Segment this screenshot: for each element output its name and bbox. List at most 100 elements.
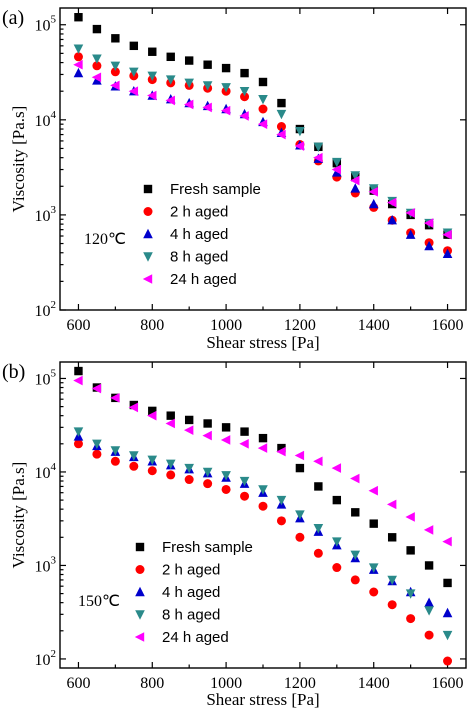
data-point [147, 466, 157, 476]
data-point [129, 451, 139, 461]
data-point [423, 218, 434, 228]
series-24-h-aged [73, 375, 452, 547]
data-point [405, 208, 415, 218]
data-point [368, 187, 378, 197]
x-tick-label: 1000 [210, 675, 242, 692]
data-point [369, 587, 379, 597]
data-point [368, 485, 378, 496]
y-tick-label: 103 [35, 204, 57, 225]
series-fresh-sample [74, 366, 452, 588]
data-point [74, 13, 83, 22]
data-point [257, 119, 268, 129]
data-point [240, 427, 249, 436]
data-point [258, 104, 268, 114]
data-point [294, 141, 305, 151]
data-point [184, 56, 194, 65]
data-point [91, 72, 102, 83]
data-point [128, 86, 139, 97]
data-point [202, 430, 212, 441]
data-point [295, 510, 305, 520]
data-point [331, 164, 342, 175]
data-point [239, 111, 249, 121]
data-point [240, 92, 250, 102]
data-point [183, 425, 194, 435]
legend-marker [134, 632, 145, 642]
data-point [368, 563, 379, 573]
data-point [258, 94, 268, 105]
data-point [332, 157, 342, 168]
data-point [442, 229, 452, 240]
y-axis-title: Viscosity [Pa.s] [9, 106, 28, 213]
data-point [258, 433, 268, 443]
data-point [129, 67, 139, 77]
data-point [147, 455, 158, 465]
data-point [110, 67, 120, 77]
data-point [331, 463, 342, 473]
y-tick-exponent: 2 [51, 299, 57, 311]
legend-label: 24 h aged [170, 271, 237, 288]
data-point [240, 68, 249, 78]
legend-label: 4 h aged [162, 584, 220, 601]
data-point [73, 427, 84, 437]
data-point [295, 126, 305, 137]
data-point [276, 446, 286, 457]
data-point [277, 98, 286, 108]
y-tick-base: 10 [35, 303, 51, 320]
data-point [203, 479, 213, 489]
data-point [165, 418, 175, 429]
y-tick-exponent: 3 [51, 204, 57, 216]
x-tick-label: 1600 [432, 675, 464, 692]
data-point [110, 61, 121, 72]
y-tick-label: 105 [35, 367, 57, 388]
temperature-label: 120℃ [84, 231, 126, 248]
data-point [313, 548, 323, 558]
x-axis-title: Shear stress [Pa] [206, 333, 319, 352]
y-tick-label: 102 [35, 299, 57, 320]
y-tick-exponent: 3 [51, 554, 57, 566]
legend-marker [135, 542, 145, 552]
x-tick-label: 1600 [432, 317, 464, 334]
data-point [442, 248, 453, 258]
data-point [73, 439, 83, 449]
series-4-h-aged [73, 431, 453, 618]
data-point [276, 516, 286, 526]
panel-label: (b) [2, 361, 25, 383]
x-tick-label: 1200 [284, 317, 316, 334]
x-tick-label: 1400 [358, 675, 390, 692]
data-point [424, 240, 434, 251]
data-point [166, 52, 175, 62]
legend-marker [135, 586, 145, 597]
data-point [184, 463, 194, 474]
x-tick-label: 600 [66, 675, 90, 692]
data-point [313, 152, 323, 163]
data-point [147, 410, 157, 421]
data-point [350, 550, 361, 560]
data-point [203, 60, 212, 69]
data-point [202, 102, 212, 113]
plot-frame [59, 361, 467, 669]
legend-marker [143, 184, 153, 194]
y-tick-base: 10 [35, 558, 51, 575]
data-point [258, 77, 268, 87]
data-point [202, 467, 213, 478]
data-point [350, 473, 360, 484]
data-point [74, 366, 83, 376]
y-tick-base: 10 [35, 652, 51, 669]
data-point [405, 589, 416, 599]
data-point [350, 183, 361, 193]
data-point [442, 607, 453, 618]
data-point [111, 34, 120, 43]
data-point [276, 122, 286, 132]
data-point [313, 524, 324, 534]
data-point [147, 90, 157, 101]
data-point [128, 402, 139, 413]
y-tick-base: 10 [35, 371, 51, 388]
data-point [73, 44, 84, 54]
x-tick-label: 800 [140, 675, 164, 692]
data-point [295, 532, 305, 542]
y-tick-label: 102 [35, 648, 57, 669]
data-point [203, 419, 212, 428]
legend: Fresh sample 2 h aged 4 h aged 8 h aged 24 h… [134, 539, 253, 646]
data-point [350, 575, 360, 585]
